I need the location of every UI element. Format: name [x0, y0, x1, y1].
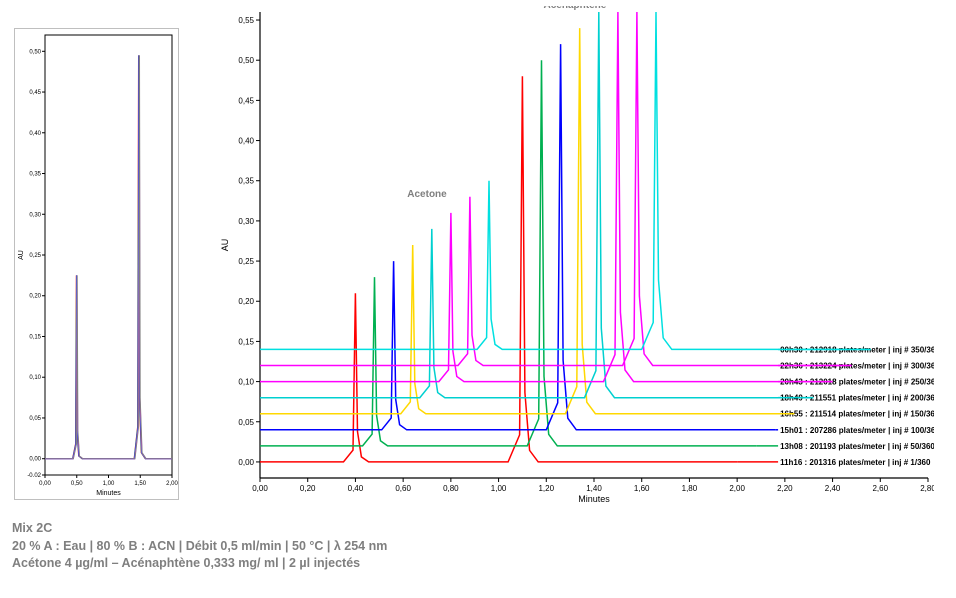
- svg-text:0,15: 0,15: [238, 337, 254, 346]
- svg-text:2,80: 2,80: [920, 484, 934, 493]
- svg-text:0,00: 0,00: [39, 481, 51, 487]
- svg-text:2,60: 2,60: [872, 484, 888, 493]
- svg-text:0,05: 0,05: [29, 416, 41, 422]
- stacked-chromatogram-panel: 0,00 0,05 0,10 0,15 0,20 0,25 0,30 0,35 0,40 0,45…: [216, 6, 934, 506]
- svg-text:0,40: 0,40: [29, 131, 41, 137]
- series-trace: [260, 12, 814, 398]
- svg-text:0,50: 0,50: [71, 481, 83, 487]
- svg-text:0,10: 0,10: [238, 378, 254, 387]
- peak-label-acenaphtene: Acénaphtène: [544, 6, 607, 11]
- stacked-chromatogram-svg: 0,00 0,05 0,10 0,15 0,20 0,25 0,30 0,35 0,40 0,45…: [216, 6, 934, 506]
- svg-text:0,80: 0,80: [443, 484, 459, 493]
- svg-text:2,00: 2,00: [166, 481, 178, 487]
- series-trace: [260, 12, 833, 382]
- svg-text:0,20: 0,20: [238, 297, 254, 306]
- caption-line-3: Acétone 4 µg/ml – Acénaphtène 0,333 mg/ …: [12, 555, 387, 573]
- svg-text:0,45: 0,45: [29, 90, 41, 96]
- svg-text:1,50: 1,50: [134, 481, 146, 487]
- series-trace: [260, 12, 852, 366]
- svg-text:0,25: 0,25: [238, 257, 254, 266]
- svg-text:1,00: 1,00: [491, 484, 507, 493]
- series-trace: [260, 76, 737, 462]
- svg-text:AU: AU: [18, 250, 25, 260]
- svg-text:0,55: 0,55: [238, 16, 254, 25]
- svg-text:2,00: 2,00: [729, 484, 745, 493]
- caption-line-1: Mix 2C: [12, 520, 387, 538]
- svg-text:0,00: 0,00: [252, 484, 268, 493]
- svg-text:0,30: 0,30: [238, 217, 254, 226]
- figure-caption: Mix 2C 20 % A : Eau | 80 % B : ACN | Déb…: [12, 520, 387, 573]
- svg-text:0,25: 0,25: [29, 253, 41, 259]
- overlay-chromatogram-panel: -0.02 0,00 0,05 0,10 0,15 0,20 0,25 0,30 0,35 0,4…: [14, 28, 179, 500]
- svg-text:Minutes: Minutes: [578, 494, 610, 504]
- series-trace: [260, 44, 775, 430]
- caption-line-2: 20 % A : Eau | 80 % B : ACN | Débit 0,5 …: [12, 538, 387, 556]
- svg-text:0,00: 0,00: [29, 457, 41, 463]
- svg-text:0,50: 0,50: [29, 49, 41, 55]
- svg-text:0,10: 0,10: [29, 375, 41, 381]
- svg-text:0,35: 0,35: [238, 177, 254, 186]
- series-trace: [260, 12, 871, 349]
- svg-text:2,40: 2,40: [825, 484, 841, 493]
- svg-text:1,20: 1,20: [538, 484, 554, 493]
- svg-text:1,60: 1,60: [634, 484, 650, 493]
- svg-text:AU: AU: [220, 239, 230, 252]
- svg-text:0,45: 0,45: [238, 96, 254, 105]
- svg-text:0,40: 0,40: [348, 484, 364, 493]
- svg-text:0,60: 0,60: [395, 484, 411, 493]
- svg-text:1,80: 1,80: [682, 484, 698, 493]
- svg-text:0,00: 0,00: [238, 458, 254, 467]
- peak-label-acetone: Acetone: [407, 189, 447, 200]
- svg-text:1,00: 1,00: [103, 481, 115, 487]
- svg-text:0,50: 0,50: [238, 56, 254, 65]
- series-legend: 11h16 : 201316 plates/meter | inj # 1/36…: [780, 458, 931, 467]
- svg-text:Minutes: Minutes: [96, 490, 121, 497]
- svg-text:2,20: 2,20: [777, 484, 793, 493]
- svg-text:-0.02: -0.02: [27, 473, 41, 479]
- series-legend: 16h55 : 211514 plates/meter | inj # 150/…: [780, 410, 934, 419]
- overlay-chromatogram-svg: -0.02 0,00 0,05 0,10 0,15 0,20 0,25 0,30 0,35 0,4…: [15, 29, 178, 499]
- series-trace: [260, 60, 756, 446]
- svg-text:0,30: 0,30: [29, 212, 41, 218]
- svg-text:0,40: 0,40: [238, 137, 254, 146]
- svg-text:0,20: 0,20: [29, 294, 41, 300]
- svg-text:0,15: 0,15: [29, 334, 41, 340]
- svg-text:1,40: 1,40: [586, 484, 602, 493]
- svg-text:0,05: 0,05: [238, 418, 254, 427]
- svg-text:0,20: 0,20: [300, 484, 316, 493]
- series-legend: 13h08 : 201193 plates/meter | inj # 50/3…: [780, 442, 934, 451]
- svg-text:0,35: 0,35: [29, 172, 41, 178]
- series-legend: 15h01 : 207286 plates/meter | inj # 100/…: [780, 426, 934, 435]
- series-trace: [260, 28, 794, 414]
